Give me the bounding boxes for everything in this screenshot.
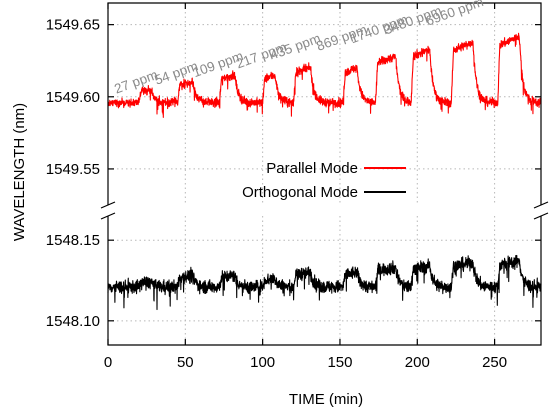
grid xyxy=(107,3,541,345)
y-tick-label-lower: 1548.15 xyxy=(46,232,100,249)
y-tick-label-upper: 1549.60 xyxy=(46,89,100,106)
axis-ticks: 0 50 100 150 200 250 1549.55 1549.60 1549.65 1548… xyxy=(46,3,541,371)
concentration-label: 435 ppm xyxy=(268,31,323,63)
upper-panel-frame xyxy=(107,2,542,205)
lower-panel-frame xyxy=(107,216,542,346)
y-tick-label-lower: 1548.10 xyxy=(46,313,100,330)
legend-label-orthogonal: Orthogonal Mode xyxy=(242,184,358,201)
axis-break-mark xyxy=(533,201,549,209)
series-line-parallel-mode xyxy=(107,32,542,118)
x-tick-label: 200 xyxy=(405,354,430,371)
legend-label-parallel: Parallel Mode xyxy=(266,160,358,177)
x-axis-title: TIME (min) xyxy=(289,391,363,408)
series-line-orthogonal-mode xyxy=(107,254,542,311)
axis-break-mark xyxy=(100,201,116,209)
plot-series xyxy=(107,32,542,311)
x-tick-label: 250 xyxy=(482,354,507,371)
x-tick-label: 100 xyxy=(250,354,275,371)
y-tick-label-upper: 1549.65 xyxy=(46,17,100,34)
axis-break-mark xyxy=(100,212,116,220)
x-tick-label: 150 xyxy=(327,354,352,371)
axis-break-mark xyxy=(533,212,549,220)
x-tick-label: 0 xyxy=(104,354,112,371)
y-tick-label-upper: 1549.55 xyxy=(46,161,100,178)
plot-frame xyxy=(100,2,549,346)
x-tick-label: 50 xyxy=(177,354,194,371)
y-axis-title: WAVELENGTH (nm) xyxy=(11,103,28,241)
legend: Parallel Mode Orthogonal Mode xyxy=(242,160,406,201)
